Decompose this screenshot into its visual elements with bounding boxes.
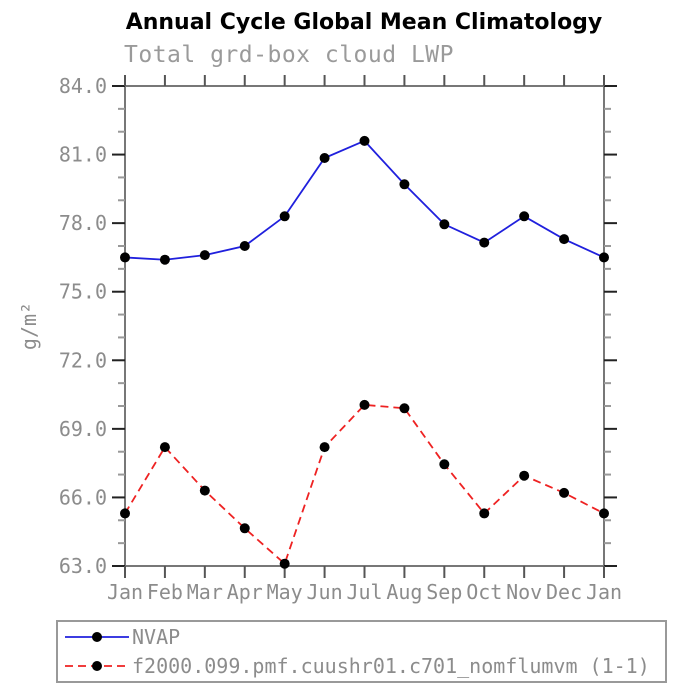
legend-item-nvap: NVAP [58,623,665,652]
legend-line-dashed-icon [65,661,129,671]
svg-text:63.0: 63.0 [59,554,107,578]
svg-text:Nov: Nov [506,580,542,604]
svg-text:81.0: 81.0 [59,143,107,167]
svg-text:78.0: 78.0 [59,211,107,235]
legend-line-solid-icon [65,632,129,642]
legend-item-f2000: f2000.099.pmf.cuushr01.c701_nomflumvm (1… [58,652,665,681]
svg-text:Sep: Sep [426,580,462,604]
chart-subtitle: Total grd-box cloud LWP [124,42,454,68]
y-axis-label: g/m² [17,302,41,350]
legend-label-f2000: f2000.099.pmf.cuushr01.c701_nomflumvm (1… [132,654,650,678]
chart-title: Annual Cycle Global Mean Climatology [125,10,603,35]
svg-text:Dec: Dec [546,580,582,604]
svg-text:Mar: Mar [187,580,223,604]
svg-text:Jan: Jan [107,580,143,604]
svg-text:Aug: Aug [386,580,422,604]
svg-text:Apr: Apr [227,580,263,604]
svg-text:Jun: Jun [307,580,343,604]
svg-text:69.0: 69.0 [59,417,107,441]
plot-canvas: g/m² 63.0 66.0 69.0 72.0 75.0 78.0 81.0 84.0 Jan… [17,74,622,604]
svg-text:72.0: 72.0 [59,348,107,372]
svg-text:Oct: Oct [466,580,502,604]
svg-text:Jan: Jan [586,580,622,604]
svg-text:84.0: 84.0 [59,74,107,98]
svg-text:66.0: 66.0 [59,485,107,509]
svg-text:Jul: Jul [346,580,382,604]
svg-text:May: May [267,580,303,604]
svg-text:75.0: 75.0 [59,280,107,304]
legend-label-nvap: NVAP [132,625,181,649]
svg-text:Feb: Feb [147,580,183,604]
legend-box: NVAP f2000.099.pmf.cuushr01.c701_nomflum… [56,620,667,683]
